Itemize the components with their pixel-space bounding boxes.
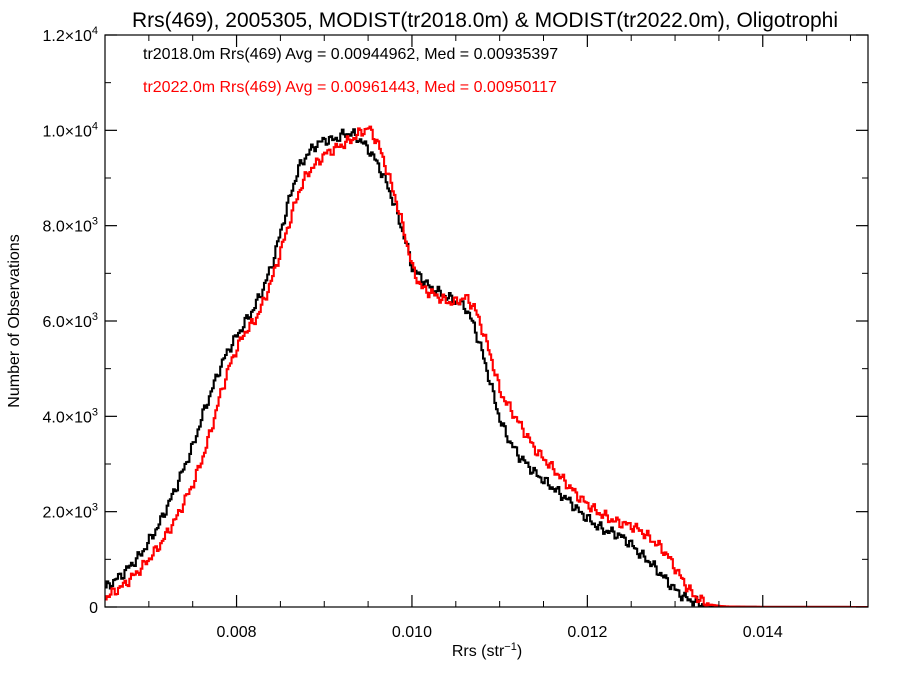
y-tick-label: 0 (89, 600, 98, 617)
y-tick-label: 1.2×104 (42, 25, 98, 45)
y-tick-label: 8.0×103 (42, 216, 98, 236)
x-tick-label: 0.008 (217, 624, 257, 641)
y-tick-label: 1.0×104 (42, 120, 98, 140)
x-tick-label: 0.010 (392, 624, 432, 641)
y-tick-label: 6.0×103 (42, 311, 98, 331)
histogram-series-tr2018 (105, 128, 868, 607)
x-tick-label: 0.012 (567, 624, 607, 641)
x-axis-label-main: Rrs (str (452, 643, 505, 660)
annotation-tr2018: tr2018.0m Rrs(469) Avg = 0.00944962, Med… (143, 46, 558, 63)
y-tick-label: 2.0×103 (42, 502, 98, 522)
x-tick-label: 0.014 (743, 624, 783, 641)
x-axis-label-sup: −1 (504, 641, 517, 653)
x-axis-label-end: ) (517, 643, 522, 660)
x-axis-label: Rrs (str−1) (452, 641, 522, 660)
y-tick-label: 4.0×103 (42, 406, 98, 426)
annotation-tr2022: tr2022.0m Rrs(469) Avg = 0.00961443, Med… (143, 79, 557, 96)
plot-frame (104, 34, 869, 608)
chart-title: Rrs(469), 2005305, MODIST(tr2018.0m) & M… (132, 9, 838, 32)
histogram-series-tr2022 (105, 125, 868, 607)
y-axis-label: Number of Observations (6, 234, 23, 407)
